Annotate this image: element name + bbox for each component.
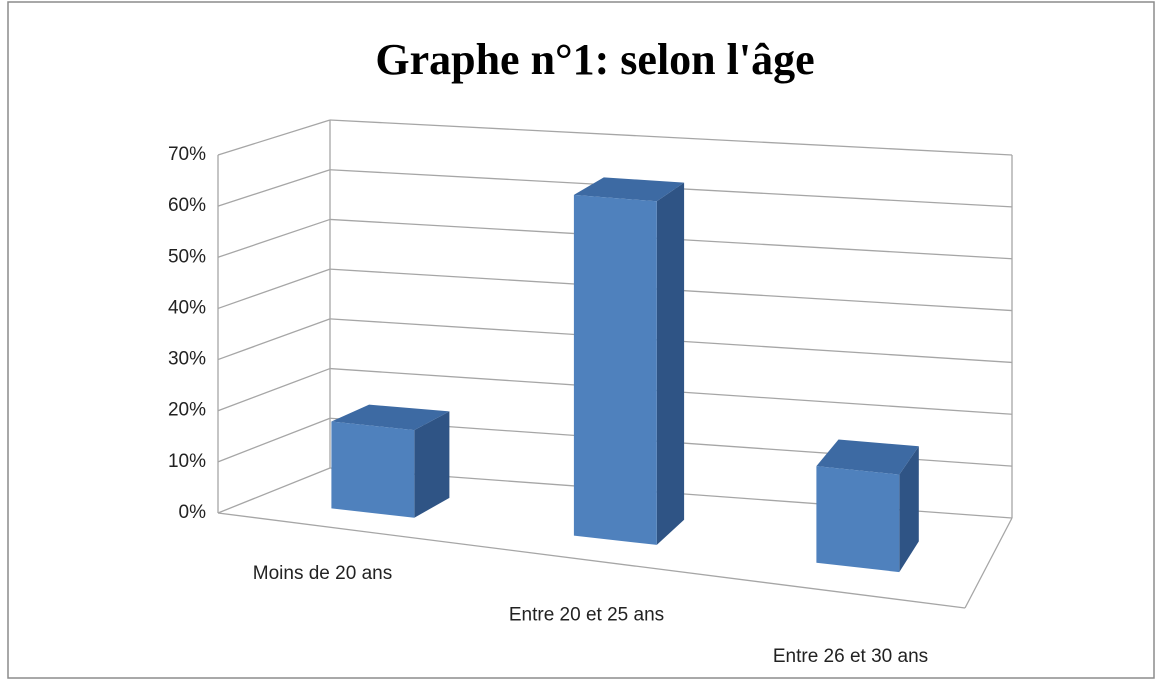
grid-line xyxy=(217,119,331,156)
bar-top xyxy=(331,404,450,431)
bar-side xyxy=(414,411,450,518)
grid-line xyxy=(217,467,331,514)
y-tick-label: 20% xyxy=(168,400,206,421)
y-tick-label: 50% xyxy=(168,246,206,267)
grid-line xyxy=(217,417,331,463)
bar xyxy=(816,466,900,573)
x-tick-label: Entre 26 et 30 ans xyxy=(773,646,928,667)
y-tick-label: 60% xyxy=(168,195,206,216)
grid-line xyxy=(217,318,331,361)
y-tick-label: 70% xyxy=(168,144,206,165)
grid-line xyxy=(217,367,331,412)
bar-side xyxy=(899,446,919,573)
x-tick-label: Entre 20 et 25 ans xyxy=(509,605,664,626)
y-tick-label: 0% xyxy=(179,502,207,523)
y-tick-label: 10% xyxy=(168,451,206,472)
y-tick-label: 40% xyxy=(168,297,206,318)
bar-top xyxy=(816,439,919,475)
grid-line xyxy=(329,119,1013,156)
grid-line xyxy=(217,268,331,310)
y-tick-label: 30% xyxy=(168,349,206,370)
chart-title: Graphe n°1: selon l'âge xyxy=(375,35,814,84)
bar-side xyxy=(656,182,685,545)
x-tick-label: Moins de 20 ans xyxy=(253,563,392,584)
bar xyxy=(573,194,657,545)
bar xyxy=(331,421,415,518)
grid-line xyxy=(217,218,331,258)
bar-top xyxy=(573,177,685,202)
floor-edge xyxy=(964,517,1013,609)
floor-edge xyxy=(217,512,966,609)
grid-line xyxy=(217,169,331,207)
